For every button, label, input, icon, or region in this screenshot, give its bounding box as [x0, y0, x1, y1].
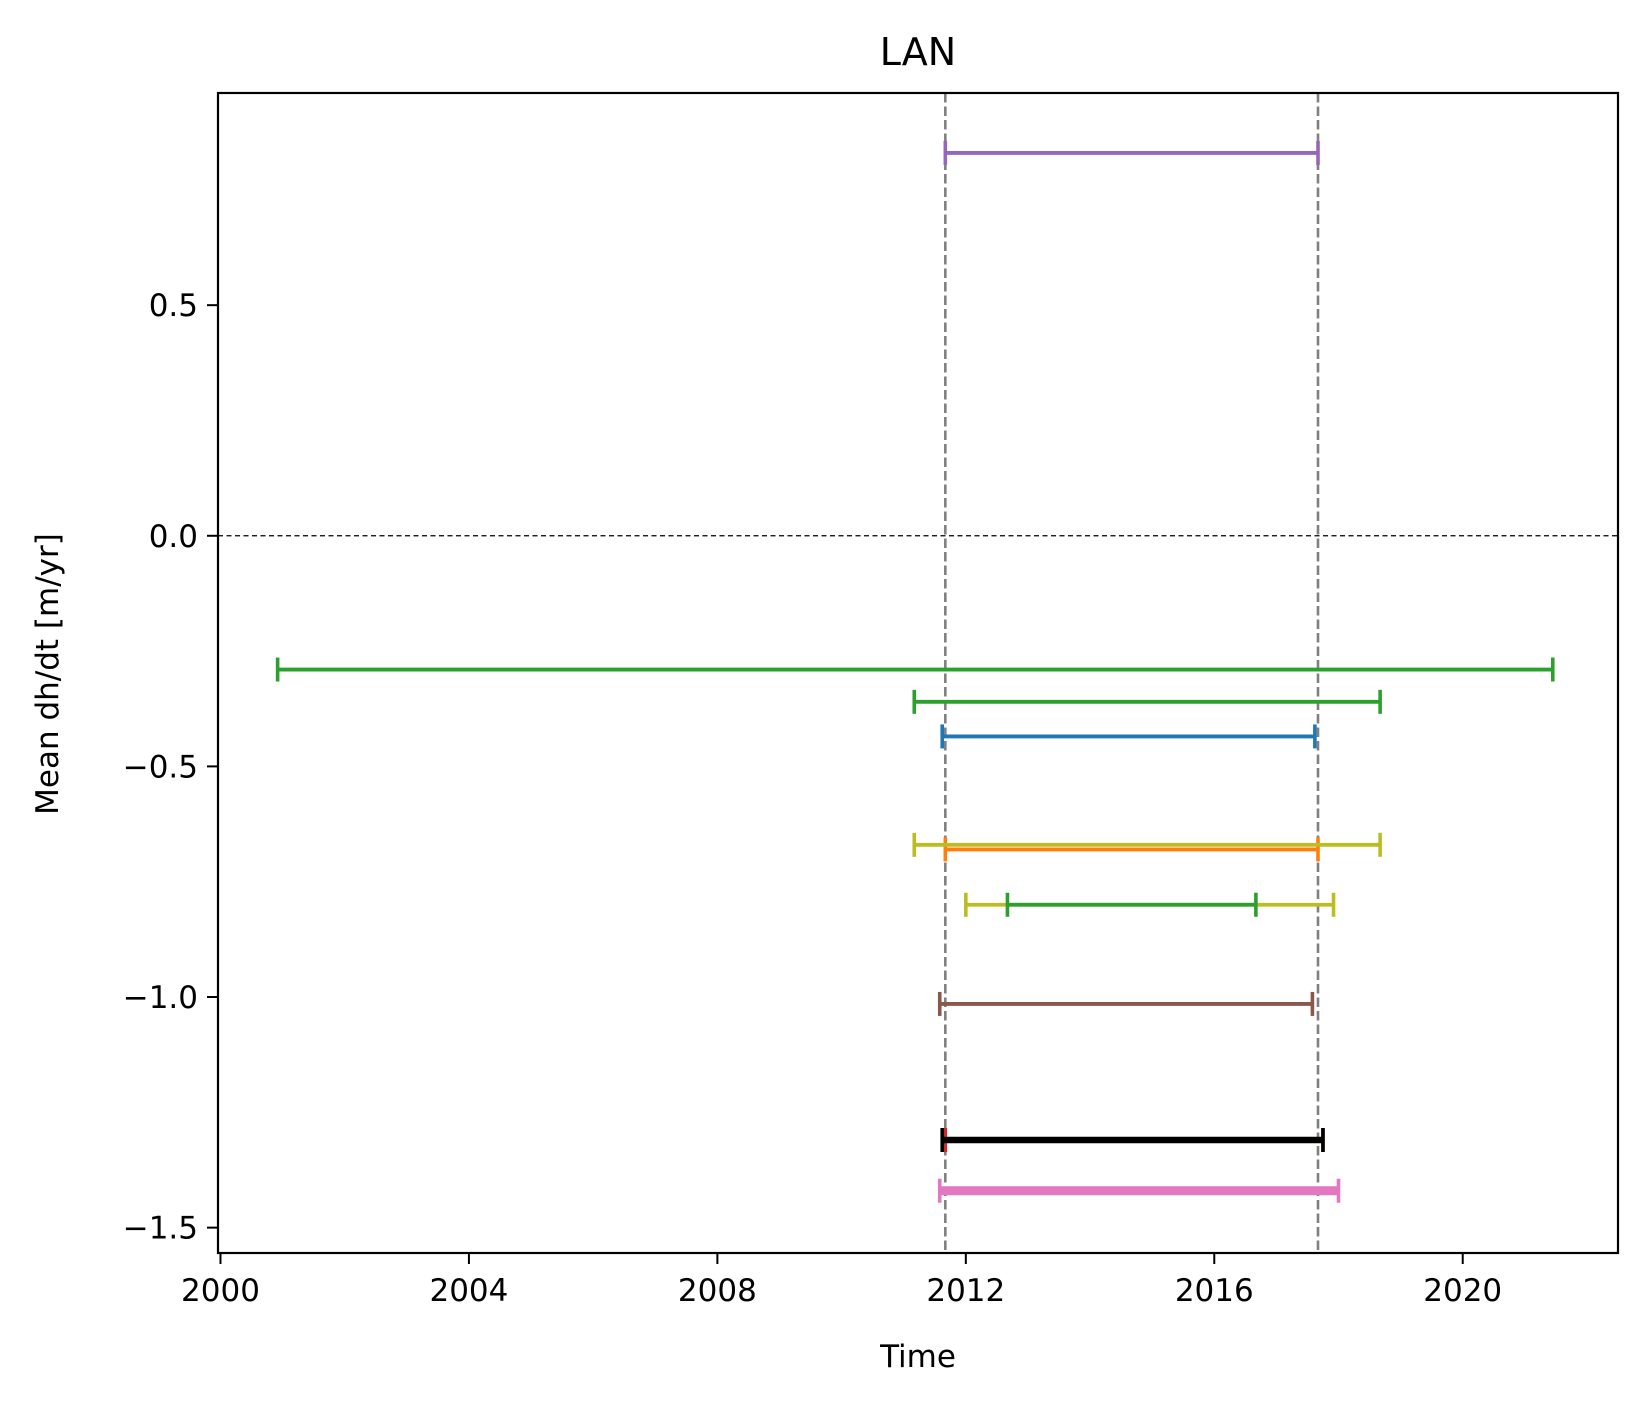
- y-tick-label: −1.5: [123, 1211, 198, 1247]
- plot-frame: [216, 91, 1620, 1255]
- y-axis-label: Mean dh/dt [m/yr]: [30, 533, 66, 815]
- x-tick-label: 2000: [181, 1273, 260, 1309]
- y-tick-label: 0.0: [149, 519, 198, 555]
- plot-inner: [218, 93, 1618, 1253]
- x-axis-label: Time: [879, 1339, 956, 1375]
- series-interval: [940, 724, 1317, 749]
- x-tick-label: 2008: [678, 1273, 757, 1309]
- series-interval: [1005, 892, 1258, 917]
- series-interval: [275, 657, 1555, 682]
- x-tick-label: 2016: [1175, 1273, 1254, 1309]
- series-interval: [912, 689, 1382, 714]
- y-tick-label: −1.0: [123, 980, 198, 1016]
- chart-title: LAN: [880, 30, 956, 74]
- x-tick-label: 2020: [1423, 1273, 1502, 1309]
- series-interval: [912, 832, 1382, 857]
- series-interval: [943, 140, 1320, 165]
- series-interval: [937, 991, 1315, 1016]
- series-interval: [943, 837, 1320, 862]
- plot-area: [218, 93, 1618, 1253]
- x-tick-label: 2012: [926, 1273, 1005, 1309]
- x-tick-label: 2004: [429, 1273, 508, 1309]
- series-interval: [940, 1127, 1325, 1152]
- axes: 2000 2004 2008 2012 2016 2020 −1.5 −1.0 −0.5 0.0 0…: [123, 91, 1620, 1309]
- y-tick-label: −0.5: [123, 749, 198, 785]
- y-tick-label: 0.5: [149, 288, 198, 324]
- series-interval: [937, 1178, 1341, 1203]
